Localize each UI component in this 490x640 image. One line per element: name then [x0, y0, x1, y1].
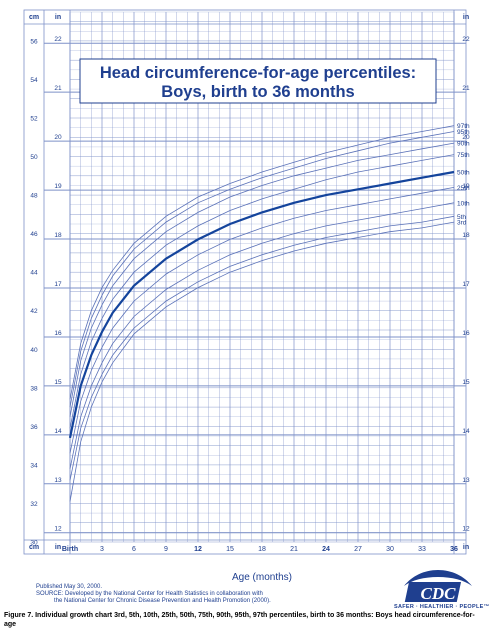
series-label-75th: 75th [457, 152, 470, 159]
y-tick-label-cm: 48 [30, 193, 38, 200]
title-box [79, 58, 437, 104]
y-tick-label-cm: 42 [30, 308, 38, 315]
percentile-curve-3rd [69, 221, 455, 502]
percentile-curve-50th [68, 170, 455, 439]
y-tick-label-in-right: 17 [462, 281, 470, 288]
x-tick-label-birth: Birth [62, 546, 78, 553]
x-tick-label: 18 [258, 546, 266, 553]
x-tick-label: 21 [290, 546, 298, 553]
y-tick-label-cm: 54 [30, 77, 38, 84]
series-label-95th: 95th [457, 129, 470, 136]
cdc-logo-letters: CDC [421, 584, 457, 603]
x-tick-label: 36 [450, 546, 458, 553]
y-tick-label-cm: 50 [30, 154, 38, 161]
y-tick-label-in-left: 17 [54, 281, 62, 288]
y-tick-label-in-right: 19 [462, 183, 470, 190]
chart-frame [23, 9, 467, 555]
published-date: Published May 30, 2000. [36, 584, 103, 590]
y-tick-label-in-left: 14 [54, 428, 62, 435]
y-tick-label-in-right: 12 [462, 526, 470, 533]
chart-title-line1: Head circumference-for-age percentiles: [100, 64, 416, 82]
y-tick-label-in-left: 13 [54, 477, 62, 484]
y-tick-label-cm: 36 [30, 424, 38, 431]
y-tick-label-in-right: 14 [462, 428, 470, 435]
y-tick-label-in-right: 20 [462, 134, 470, 141]
y-tick-label-cm: 46 [30, 231, 38, 238]
x-tick-label: 27 [354, 546, 362, 553]
x-tick-label: 24 [322, 546, 330, 553]
y-tick-label-cm: 32 [30, 501, 38, 508]
x-tick-label: 15 [226, 546, 234, 553]
x-tick-label: 33 [418, 546, 426, 553]
series-label-97th: 97th [457, 123, 470, 130]
y-unit-left-top: cm [29, 14, 39, 21]
source-line-1: SOURCE: Developed by the National Center… [36, 591, 263, 597]
percentile-curves [68, 125, 455, 502]
y-tick-label-cm: 44 [30, 270, 38, 277]
series-label-10th: 10th [457, 200, 470, 207]
percentile-curve-5th [69, 215, 455, 481]
y-tick-label-in-right: 16 [462, 330, 470, 337]
y-tick-label-in-right: 22 [462, 36, 470, 43]
percentile-curve-97th [69, 125, 455, 400]
x-axis-label: Age (months) [232, 572, 292, 583]
x-tick-label: 9 [164, 546, 168, 553]
percentile-curve-25th [69, 187, 455, 454]
y-tick-label-cm: 52 [30, 116, 38, 123]
y-unit-right-bottom: in [463, 544, 469, 551]
series-label-50th: 50th [457, 169, 470, 176]
x-tick-label: 3 [100, 546, 104, 553]
y-unit-left-bottom: cm [29, 544, 39, 551]
y-tick-label-in-left: 20 [54, 134, 62, 141]
percentile-curve-95th [69, 131, 455, 408]
percentile-curve-90th [69, 142, 455, 417]
y-unit-right-top-left: in [55, 14, 61, 21]
percentile-curve-10th [69, 202, 455, 469]
x-tick-label: 6 [132, 546, 136, 553]
series-label-3rd: 3rd [457, 220, 467, 227]
y-tick-label-cm: 30 [30, 540, 38, 547]
y-tick-label-cm: 38 [30, 385, 38, 392]
figure-caption: Figure 7. Individual growth chart 3rd, 5… [4, 612, 475, 628]
source-line-2: the National Center for Chronic Disease … [54, 598, 271, 604]
x-tick-label: 12 [194, 546, 202, 553]
y-tick-label-in-right: 13 [462, 477, 470, 484]
x-tick-label: 30 [386, 546, 394, 553]
series-label-25th: 25th [457, 185, 470, 192]
y-tick-label-cm: 56 [30, 38, 38, 45]
y-tick-label-in-right: 21 [462, 85, 470, 92]
y-tick-label-in-left: 15 [54, 379, 62, 386]
y-tick-label-in-left: 12 [54, 526, 62, 533]
y-tick-label-in-left: 21 [54, 85, 62, 92]
percentile-curve-75th [69, 154, 455, 429]
y-tick-label-in-left: 16 [54, 330, 62, 337]
y-unit-right-bottom-left: in [55, 544, 61, 551]
y-tick-label-in-left: 19 [54, 183, 62, 190]
y-tick-label-cm: 40 [30, 347, 38, 354]
cdc-tagline: SAFER · HEALTHIER · PEOPLE™ [394, 604, 490, 610]
cdc-logo: CDC [392, 568, 484, 612]
y-tick-label-in-left: 18 [54, 232, 62, 239]
y-tick-label-cm: 34 [30, 462, 38, 469]
series-label-5th: 5th [457, 214, 466, 221]
y-tick-label-in-right: 18 [462, 232, 470, 239]
series-label-90th: 90th [457, 141, 470, 148]
y-tick-label-in-right: 15 [462, 379, 470, 386]
cdc-logo-mark: CDC [404, 570, 472, 603]
y-unit-right-top: in [463, 14, 469, 21]
y-tick-label-in-left: 22 [54, 36, 62, 43]
chart-title-line2: Boys, birth to 36 months [161, 83, 354, 101]
